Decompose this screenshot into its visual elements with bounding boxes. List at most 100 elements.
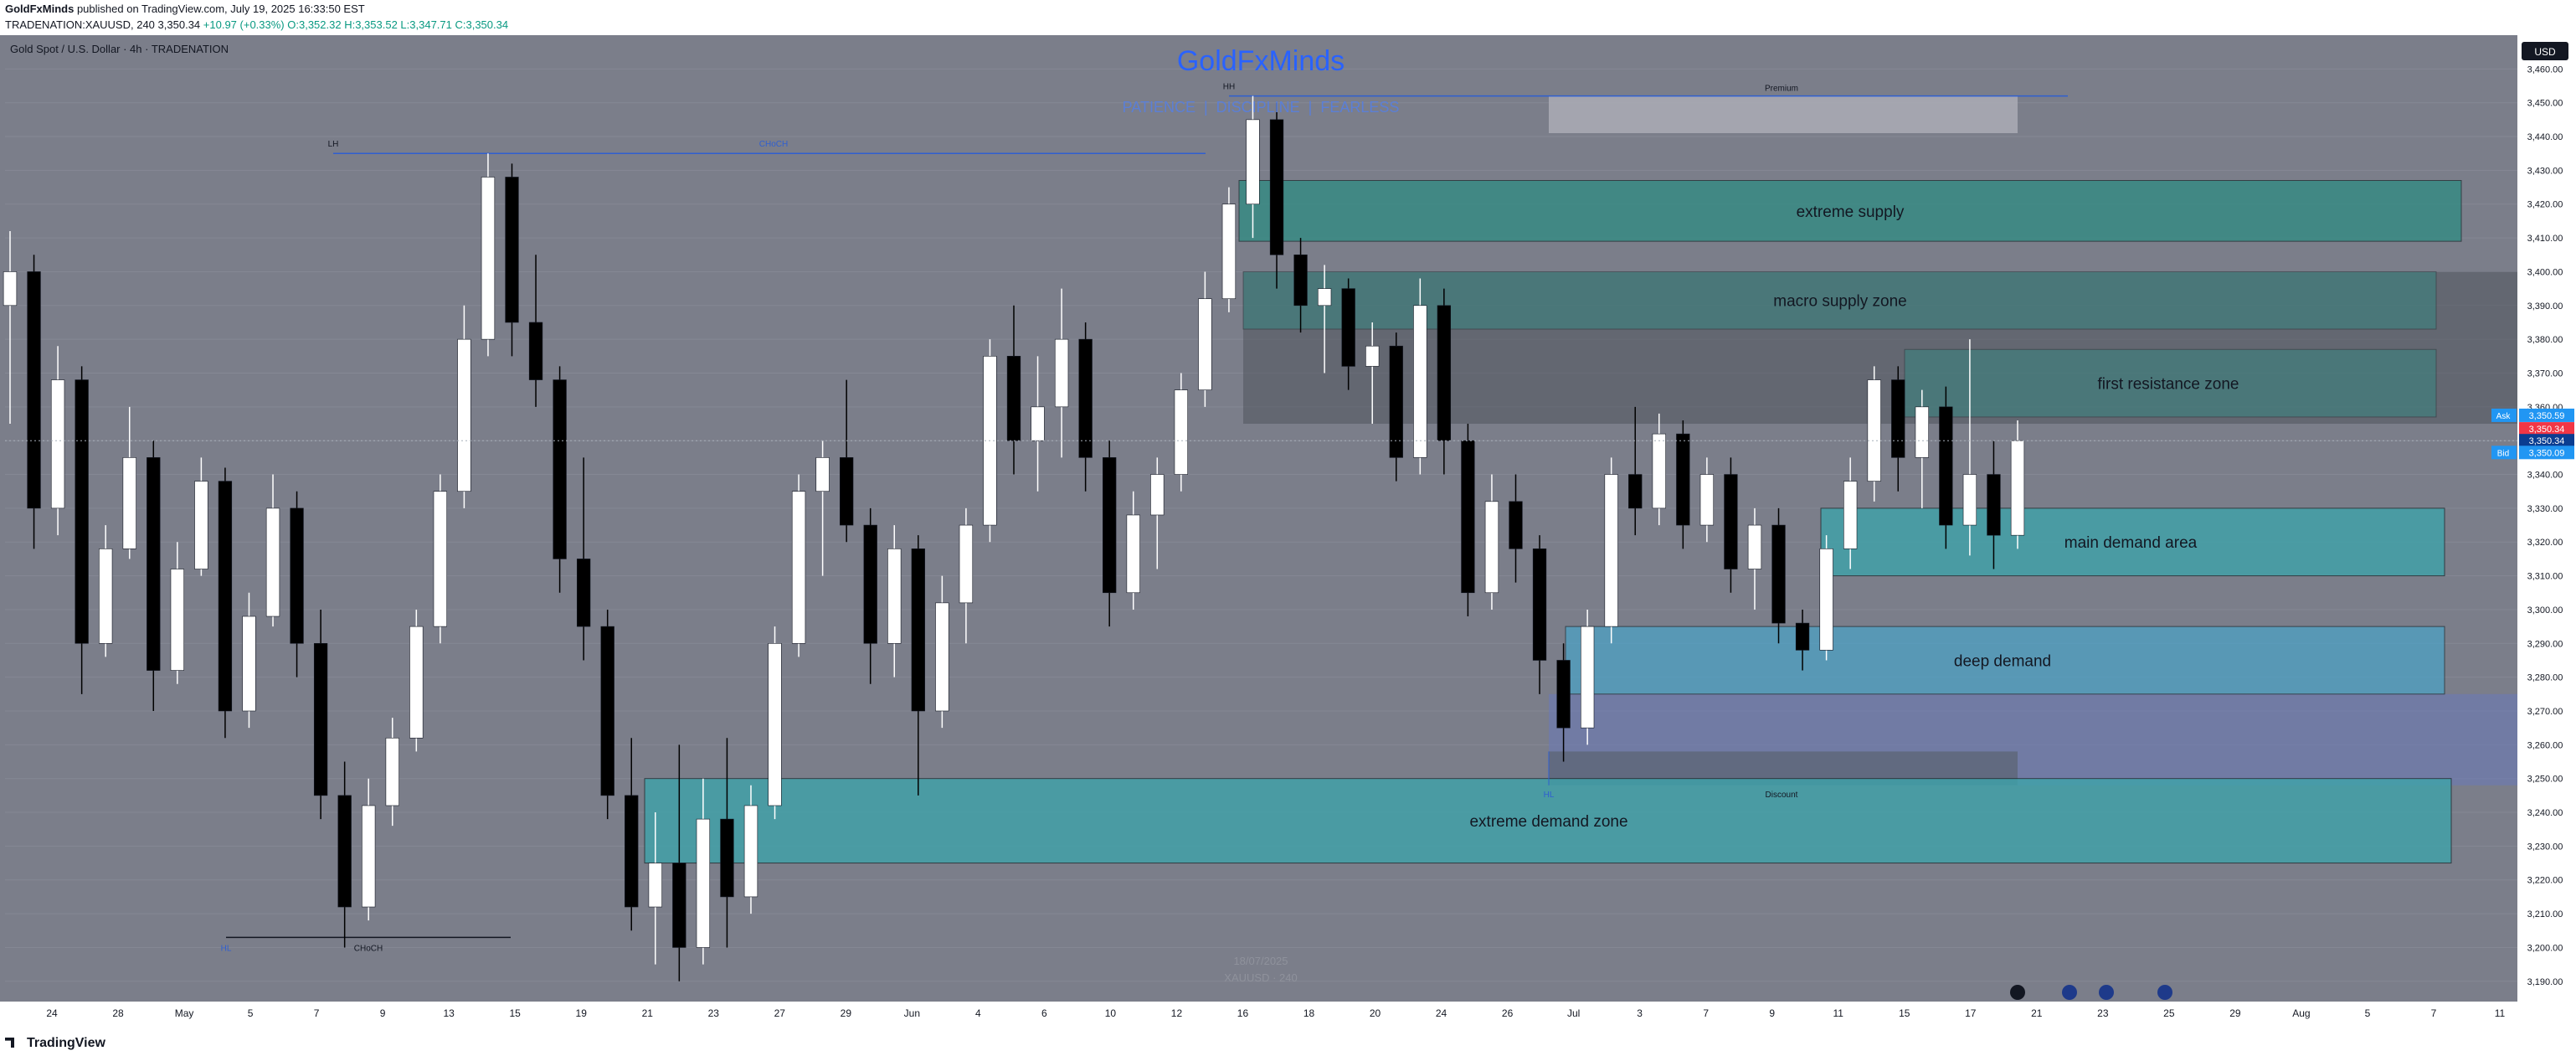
ohlc-values: O:3,352.32 H:3,353.52 L:3,347.71 C:3,350… xyxy=(287,18,509,31)
x-tick-label: 20 xyxy=(1370,1007,1381,1019)
candle-body xyxy=(1795,622,1810,651)
x-tick-label: 4 xyxy=(975,1007,981,1019)
candle-body xyxy=(1867,379,1881,482)
footer: TradingView xyxy=(0,1029,2576,1056)
us-flag-icon[interactable] xyxy=(2062,985,2077,1000)
x-tick-label: 19 xyxy=(576,1007,588,1019)
candle-body xyxy=(1103,457,1117,594)
zone-4 xyxy=(1565,626,2445,695)
candle-body xyxy=(1293,254,1308,306)
author-name[interactable]: GoldFxMinds xyxy=(5,3,75,15)
watermark-symbol: XAUUSD · 240 xyxy=(1224,971,1297,984)
candle-body xyxy=(1604,474,1618,627)
zone-5 xyxy=(644,778,2452,864)
x-axis-labels: 24 28 May 5 7 9 13 15 19 21 23 27 29 Jun 4 6 10 12 16 18 20 2… xyxy=(46,1007,2505,1019)
x-tick-label: 24 xyxy=(46,1007,58,1019)
candle-body xyxy=(911,549,925,712)
y-tick-label: 3,420.00 xyxy=(2527,200,2563,210)
time-axis[interactable] xyxy=(0,1002,2517,1029)
price-tag xyxy=(2519,422,2574,436)
x-tick-label: 11 xyxy=(1833,1007,1843,1019)
zone-2 xyxy=(1904,348,2437,418)
currency-badge[interactable] xyxy=(2522,42,2568,60)
candle-body xyxy=(1078,338,1093,458)
x-tick-label: 11 xyxy=(2495,1007,2506,1019)
x-tick-label: 29 xyxy=(841,1007,852,1019)
structure-label: CHoCH xyxy=(759,140,788,149)
candle-body xyxy=(265,507,280,617)
candle-body xyxy=(1843,481,1858,549)
price-change: +10.97 (+0.33%) xyxy=(203,18,285,31)
watermark-date: 18/07/2025 xyxy=(1233,955,1288,967)
tradingview-mark-icon xyxy=(5,1038,14,1048)
candle-body xyxy=(1771,524,1786,624)
candle-body xyxy=(768,642,782,806)
chart-header: GoldFxMinds published on TradingView.com… xyxy=(0,0,2576,35)
range-label: Discount xyxy=(1766,791,1798,800)
candle-body xyxy=(887,549,902,644)
candle-body xyxy=(863,524,877,644)
price-tag xyxy=(2519,446,2574,460)
candle-body xyxy=(1031,406,1045,441)
zone-label: main demand area xyxy=(2064,534,2198,552)
candle-body xyxy=(959,524,974,604)
x-tick-label: 9 xyxy=(1769,1007,1775,1019)
candle-body xyxy=(1676,433,1690,526)
zone-label: deep demand xyxy=(1954,652,2051,670)
price-axis[interactable] xyxy=(2517,35,2576,1029)
candle-body xyxy=(1699,474,1715,526)
candle-body xyxy=(194,481,208,569)
us-flag-icon[interactable] xyxy=(2099,985,2114,1000)
candle-body xyxy=(600,626,614,796)
candle-body xyxy=(815,457,830,492)
candle-body xyxy=(409,626,424,739)
candle-body xyxy=(696,818,711,948)
x-tick-label: 7 xyxy=(314,1007,320,1019)
candle-body xyxy=(242,616,256,712)
candle-body xyxy=(1198,298,1212,390)
x-tick-label: 15 xyxy=(1899,1007,1910,1019)
candle-body xyxy=(1341,288,1355,367)
range-label: Premium xyxy=(1765,85,1798,94)
event-icons xyxy=(2010,985,2172,1000)
candle-body xyxy=(290,507,304,644)
us-flag-icon[interactable] xyxy=(2157,985,2172,1000)
y-tick-label: 3,230.00 xyxy=(2527,842,2563,852)
x-tick-label: 21 xyxy=(642,1007,654,1019)
candle-body xyxy=(625,795,639,908)
price-tag xyxy=(2519,434,2574,448)
candle-body xyxy=(218,481,233,712)
candle-body xyxy=(791,491,806,644)
x-tick-label: 5 xyxy=(248,1007,254,1019)
candle-body xyxy=(2010,440,2025,536)
x-tick-label: 16 xyxy=(1237,1007,1249,1019)
candle-body xyxy=(75,379,89,644)
candle-body xyxy=(1915,406,1929,458)
candle-body xyxy=(1747,524,1762,569)
price-tag-type-bg xyxy=(2491,446,2517,460)
y-tick-label: 3,460.00 xyxy=(2527,64,2563,75)
candle-body xyxy=(3,271,18,306)
symbol-name: TRADENATION:XAUUSD, 240 xyxy=(5,18,155,31)
x-tick-label: 23 xyxy=(2097,1007,2109,1019)
candle-body xyxy=(313,642,328,796)
candle-body xyxy=(1628,474,1643,509)
zone-label: macro supply zone xyxy=(1773,293,1906,311)
x-tick-label: 27 xyxy=(774,1007,786,1019)
candle-body xyxy=(1126,514,1140,594)
structure-label: CHoCH xyxy=(354,944,383,953)
x-tick-label: 7 xyxy=(1703,1007,1709,1019)
flash-icon[interactable] xyxy=(2010,985,2025,1000)
price-tag-type: Ask xyxy=(2496,412,2512,421)
candle-body xyxy=(648,863,662,908)
candle-body xyxy=(1437,305,1452,441)
y-tick-label: 3,240.00 xyxy=(2527,808,2563,818)
candle-body xyxy=(1987,474,2001,536)
candle-body xyxy=(1174,389,1188,475)
watermark-brand: GoldFxMinds xyxy=(1177,45,1345,77)
candle-body xyxy=(1365,345,1380,367)
candle-body xyxy=(1054,338,1069,408)
tradingview-logo[interactable]: TradingView xyxy=(5,1036,105,1051)
price-chart[interactable]: LH CHoCH HH HL CHoCH HL extreme supply macro s… xyxy=(0,35,2576,1029)
candle-body xyxy=(99,549,113,644)
